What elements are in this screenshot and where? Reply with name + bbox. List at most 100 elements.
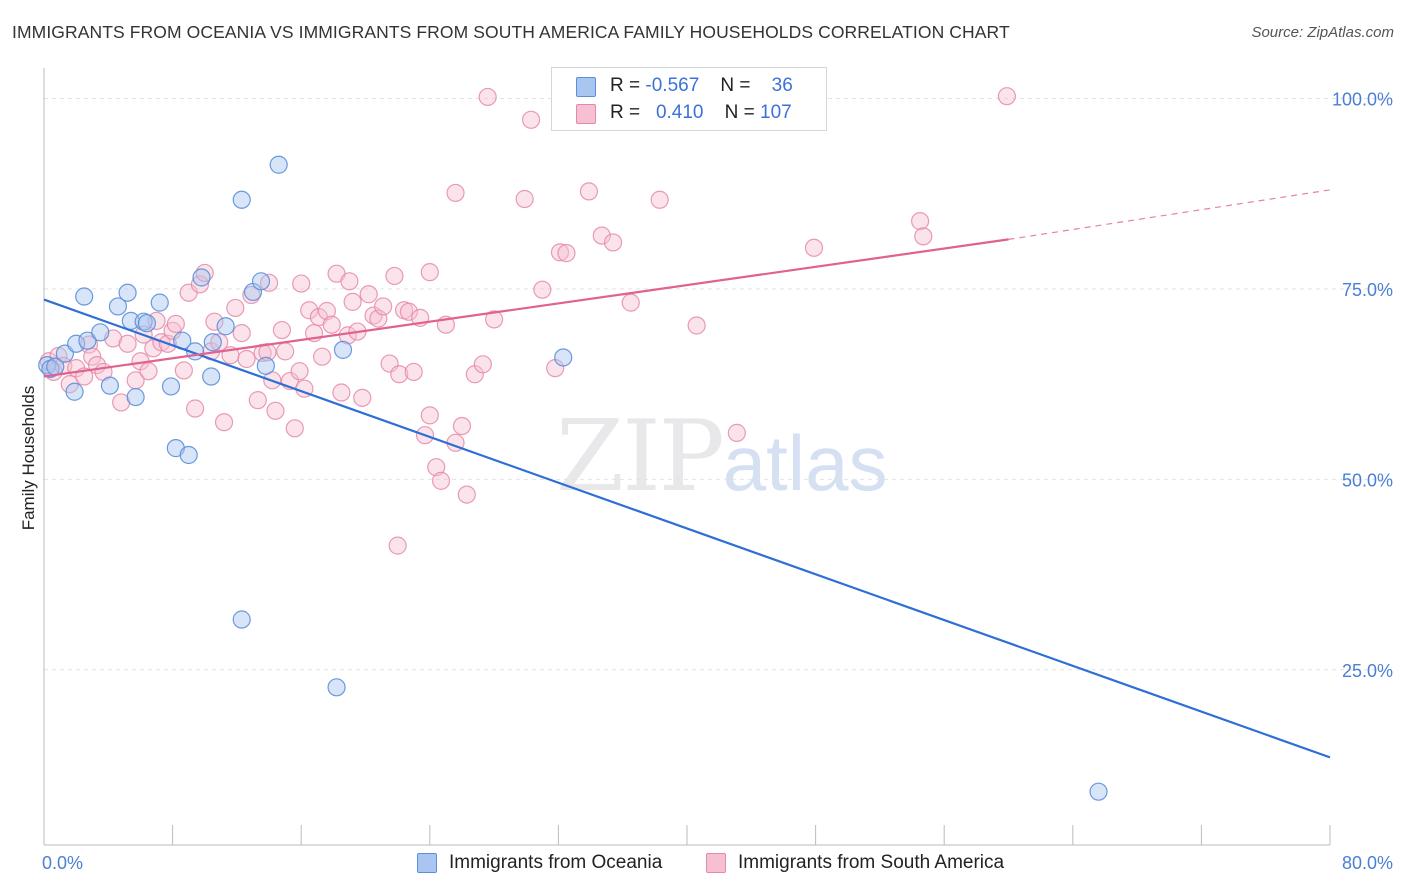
data-point-oceania xyxy=(100,376,120,395)
data-point-south-america xyxy=(242,285,261,305)
x-tick-label-min: 0.0% xyxy=(42,853,83,873)
data-point-south-america xyxy=(139,362,158,381)
legend-text-south-america: R = 0.410 N = 107 xyxy=(610,102,792,124)
legend-r-value: -0.567 xyxy=(645,75,700,96)
data-point-south-america xyxy=(290,362,309,381)
legend-n-value: 107 xyxy=(760,102,792,123)
data-point-south-america xyxy=(272,320,292,340)
data-point-south-america xyxy=(420,406,439,425)
data-point-south-america xyxy=(118,334,137,353)
data-point-south-america xyxy=(446,183,465,203)
data-point-south-america xyxy=(621,293,640,312)
data-point-south-america xyxy=(343,292,362,311)
trend-line-south-america xyxy=(43,238,1009,378)
data-point-oceania xyxy=(232,610,251,629)
data-point-south-america xyxy=(374,297,393,316)
data-point-south-america xyxy=(359,285,378,304)
data-point-south-america xyxy=(457,485,476,504)
data-point-south-america xyxy=(353,388,372,407)
data-point-south-america xyxy=(390,365,409,384)
data-point-oceania xyxy=(75,287,94,306)
data-point-south-america xyxy=(521,110,541,129)
data-point-oceania xyxy=(91,323,110,342)
x-tick-label-max: 80.0% xyxy=(1342,853,1393,873)
data-point-south-america xyxy=(550,243,570,262)
data-point-oceania xyxy=(67,334,86,353)
legend-n-label: N = xyxy=(720,75,751,96)
data-point-south-america xyxy=(473,355,492,374)
data-point-oceania xyxy=(333,340,353,359)
data-point-south-america xyxy=(340,272,359,291)
data-point-south-america xyxy=(515,189,534,209)
data-point-oceania xyxy=(554,348,573,367)
trend-lines xyxy=(43,189,1331,759)
data-point-south-america xyxy=(910,212,930,231)
data-point-south-america xyxy=(603,233,623,252)
data-point-south-america xyxy=(478,87,497,107)
data-point-south-america xyxy=(364,306,383,325)
data-point-oceania xyxy=(161,377,181,396)
data-point-oceania xyxy=(1089,782,1108,801)
legend-n-value: 36 xyxy=(771,75,793,96)
data-point-south-america xyxy=(248,391,267,410)
bottom-legend-swatch-south-america xyxy=(706,853,726,873)
data-point-south-america xyxy=(687,316,706,335)
data-point-south-america xyxy=(420,263,439,282)
data-point-oceania xyxy=(251,272,271,291)
data-point-south-america xyxy=(186,399,205,418)
data-point-south-america xyxy=(388,536,407,555)
y-tick-label-50: 50.0% xyxy=(1342,470,1393,490)
legend-r-label: R = xyxy=(610,102,641,123)
data-point-south-america xyxy=(914,227,933,246)
data-point-south-america xyxy=(431,471,451,490)
series-south-america-points xyxy=(39,87,1016,555)
data-point-oceania xyxy=(232,190,251,209)
chart-title: IMMIGRANTS FROM OCEANIA VS IMMIGRANTS FR… xyxy=(12,22,1010,42)
data-point-south-america xyxy=(292,274,311,293)
data-point-oceania xyxy=(126,387,145,407)
data-point-south-america xyxy=(727,423,746,442)
legend-r-value: 0.410 xyxy=(655,102,704,123)
data-point-south-america xyxy=(997,87,1016,106)
data-point-south-america xyxy=(427,458,446,477)
data-point-south-america xyxy=(579,182,599,201)
tick-labels: 25.0% 50.0% 75.0% 100.0% 0.0% 80.0% xyxy=(42,89,1393,873)
data-point-oceania xyxy=(203,333,222,352)
data-point-oceania xyxy=(65,382,84,401)
data-point-oceania xyxy=(137,314,156,333)
data-point-oceania xyxy=(216,317,235,336)
y-tick-label-100: 100.0% xyxy=(1332,89,1393,109)
data-point-oceania xyxy=(269,155,288,174)
watermark-zip: ZIP xyxy=(556,400,725,514)
trend-line-south-america-extension xyxy=(1008,189,1331,240)
data-point-oceania xyxy=(118,283,137,302)
watermark: ZIPatlas xyxy=(556,400,888,514)
data-point-oceania xyxy=(150,293,169,312)
data-point-south-america xyxy=(404,362,423,382)
data-point-oceania xyxy=(78,331,97,350)
data-point-south-america xyxy=(533,280,552,299)
watermark-atlas: atlas xyxy=(722,419,888,507)
data-point-south-america xyxy=(399,302,419,321)
data-point-south-america xyxy=(205,312,224,331)
legend-swatch-oceania xyxy=(576,77,596,97)
data-point-south-america xyxy=(232,323,251,343)
trend-line-oceania xyxy=(43,298,1331,759)
data-point-south-america xyxy=(332,383,351,402)
data-point-south-america xyxy=(190,275,210,294)
legend-swatch-south-america xyxy=(576,104,596,124)
data-point-south-america xyxy=(174,361,193,380)
data-point-south-america xyxy=(557,244,576,263)
legend-n-label: N = xyxy=(724,102,755,123)
y-tick-label-25: 25.0% xyxy=(1342,661,1393,681)
data-point-south-america xyxy=(300,301,319,320)
axes xyxy=(43,68,1331,846)
data-point-south-america xyxy=(166,314,185,334)
y-tick-label-75: 75.0% xyxy=(1342,280,1393,300)
data-point-oceania xyxy=(179,445,198,465)
legend-text-oceania: R = -0.567 N = 36 xyxy=(610,75,793,97)
data-point-south-america xyxy=(226,298,245,318)
bottom-legend-label-south-america: Immigrants from South America xyxy=(738,852,1005,873)
data-point-south-america xyxy=(214,413,234,432)
